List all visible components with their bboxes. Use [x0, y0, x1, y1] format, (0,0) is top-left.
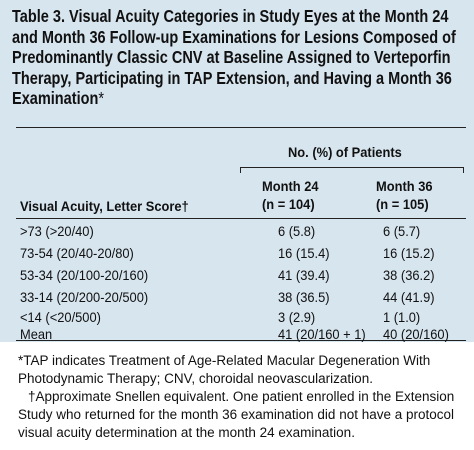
cell: 41 (20/160 + 1)	[278, 326, 366, 342]
row-header: Visual Acuity, Letter Score†	[20, 198, 189, 214]
cell: 6 (5.7)	[383, 223, 421, 239]
cell: 6 (5.8)	[278, 223, 316, 239]
row-label: 53-34 (20/100-20/160)	[20, 267, 149, 283]
row-label: 73-54 (20/40-20/80)	[20, 245, 134, 261]
cell: 41 (39.4)	[278, 267, 330, 283]
row-label: 33-14 (20/200-20/500)	[20, 289, 149, 305]
cell: 38 (36.5)	[278, 289, 330, 305]
cell: 38 (36.2)	[383, 267, 435, 283]
title-note-mark: *	[98, 88, 105, 108]
row-label: >73 (>20/40)	[20, 223, 94, 239]
column-header: Month 36	[376, 178, 433, 194]
cell: 3 (2.9)	[278, 309, 316, 325]
cell: 44 (41.9)	[383, 289, 435, 305]
spanner-tick	[463, 167, 464, 173]
footnote: *TAP indicates Treatment of Age-Related …	[18, 353, 431, 386]
column-n: (n = 104)	[262, 196, 315, 212]
table-panel: Table 3. Visual Acuity Categories in Stu…	[0, 0, 474, 342]
footnotes: *TAP indicates Treatment of Age-Related …	[18, 352, 468, 442]
cell: 16 (15.4)	[278, 245, 330, 261]
header-rule	[16, 218, 466, 219]
row-label: <14 (<20/500)	[20, 309, 101, 325]
spanner-rule	[240, 167, 464, 168]
title-text: Table 3. Visual Acuity Categories in Stu…	[12, 6, 456, 108]
footnote: †Approximate Snellen equivalent. One pat…	[18, 389, 455, 440]
column-header: Month 24	[262, 178, 319, 194]
cell: 1 (1.0)	[383, 309, 421, 325]
bottom-rule	[16, 340, 466, 341]
row-label: Mean	[20, 326, 53, 342]
spanner-header: No. (%) of Patients	[288, 144, 402, 160]
column-n: (n = 105)	[376, 196, 429, 212]
cell: 40 (20/160)	[383, 326, 449, 342]
table-title: Table 3. Visual Acuity Categories in Stu…	[12, 6, 460, 109]
spanner-tick	[240, 167, 241, 173]
cell: 16 (15.2)	[383, 245, 435, 261]
top-rule	[16, 127, 466, 128]
